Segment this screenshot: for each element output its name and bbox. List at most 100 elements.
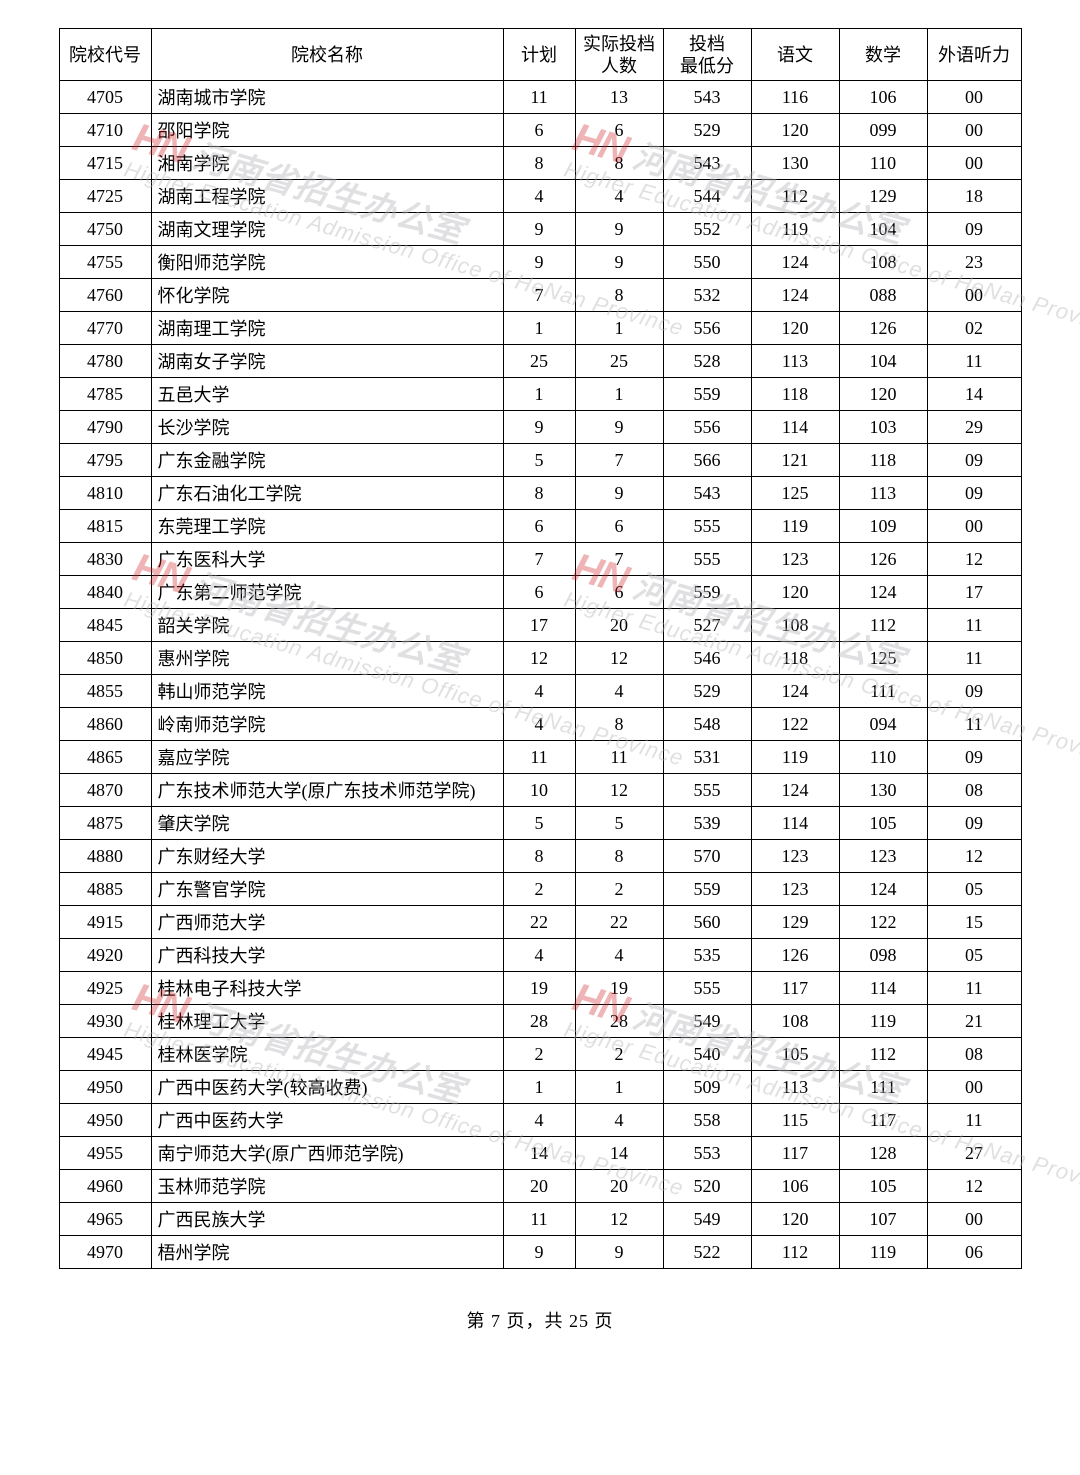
cell-name: 广西中医药大学(较高收费) (151, 1071, 503, 1104)
cell-name: 长沙学院 (151, 411, 503, 444)
table-body: 4705湖南城市学院1113543116106004710邵阳学院6652912… (59, 81, 1021, 1269)
cell-english: 11 (927, 1104, 1021, 1137)
cell-english: 00 (927, 114, 1021, 147)
cell-code: 4950 (59, 1071, 151, 1104)
cell-chinese: 120 (751, 1203, 839, 1236)
cell-minscore: 549 (663, 1005, 751, 1038)
cell-code: 4770 (59, 312, 151, 345)
cell-name: 广西民族大学 (151, 1203, 503, 1236)
cell-minscore: 555 (663, 543, 751, 576)
table-row: 4810广东石油化工学院8954312511309 (59, 477, 1021, 510)
cell-math: 112 (839, 1038, 927, 1071)
table-row: 4960玉林师范学院202052010610512 (59, 1170, 1021, 1203)
cell-minscore: 528 (663, 345, 751, 378)
cell-plan: 6 (503, 114, 575, 147)
cell-name: 五邑大学 (151, 378, 503, 411)
cell-code: 4970 (59, 1236, 151, 1269)
cell-math: 129 (839, 180, 927, 213)
cell-name: 肇庆学院 (151, 807, 503, 840)
cell-code: 4850 (59, 642, 151, 675)
cell-actual: 11 (575, 741, 663, 774)
cell-english: 23 (927, 246, 1021, 279)
cell-english: 00 (927, 1203, 1021, 1236)
cell-plan: 11 (503, 1203, 575, 1236)
cell-math: 123 (839, 840, 927, 873)
cell-name: 桂林理工大学 (151, 1005, 503, 1038)
cell-english: 00 (927, 510, 1021, 543)
cell-minscore: 555 (663, 510, 751, 543)
cell-math: 099 (839, 114, 927, 147)
cell-chinese: 129 (751, 906, 839, 939)
cell-name: 广东警官学院 (151, 873, 503, 906)
cell-name: 怀化学院 (151, 279, 503, 312)
cell-code: 4830 (59, 543, 151, 576)
cell-math: 125 (839, 642, 927, 675)
cell-minscore: 529 (663, 675, 751, 708)
cell-code: 4785 (59, 378, 151, 411)
cell-actual: 19 (575, 972, 663, 1005)
cell-actual: 9 (575, 1236, 663, 1269)
cell-plan: 28 (503, 1005, 575, 1038)
cell-chinese: 121 (751, 444, 839, 477)
table-row: 4830广东医科大学7755512312612 (59, 543, 1021, 576)
cell-math: 117 (839, 1104, 927, 1137)
cell-actual: 12 (575, 1203, 663, 1236)
cell-plan: 14 (503, 1137, 575, 1170)
cell-chinese: 119 (751, 213, 839, 246)
cell-chinese: 108 (751, 609, 839, 642)
cell-minscore: 570 (663, 840, 751, 873)
cell-chinese: 116 (751, 81, 839, 114)
cell-minscore: 543 (663, 147, 751, 180)
cell-actual: 4 (575, 675, 663, 708)
cell-minscore: 546 (663, 642, 751, 675)
cell-minscore: 543 (663, 81, 751, 114)
table-row: 4750湖南文理学院9955211910409 (59, 213, 1021, 246)
cell-code: 4860 (59, 708, 151, 741)
cell-minscore: 556 (663, 411, 751, 444)
cell-code: 4780 (59, 345, 151, 378)
cell-english: 09 (927, 675, 1021, 708)
cell-minscore: 509 (663, 1071, 751, 1104)
cell-chinese: 117 (751, 972, 839, 1005)
cell-chinese: 114 (751, 411, 839, 444)
cell-plan: 19 (503, 972, 575, 1005)
cell-english: 00 (927, 81, 1021, 114)
cell-code: 4710 (59, 114, 151, 147)
cell-english: 27 (927, 1137, 1021, 1170)
cell-code: 4875 (59, 807, 151, 840)
cell-plan: 4 (503, 180, 575, 213)
cell-actual: 1 (575, 378, 663, 411)
cell-chinese: 113 (751, 1071, 839, 1104)
cell-name: 梧州学院 (151, 1236, 503, 1269)
cell-math: 105 (839, 807, 927, 840)
cell-english: 05 (927, 939, 1021, 972)
cell-english: 14 (927, 378, 1021, 411)
cell-code: 4790 (59, 411, 151, 444)
cell-name: 广东技术师范大学(原广东技术师范学院) (151, 774, 503, 807)
cell-name: 桂林电子科技大学 (151, 972, 503, 1005)
cell-math: 107 (839, 1203, 927, 1236)
cell-english: 11 (927, 972, 1021, 1005)
cell-code: 4945 (59, 1038, 151, 1071)
cell-actual: 2 (575, 1038, 663, 1071)
cell-code: 4725 (59, 180, 151, 213)
cell-math: 108 (839, 246, 927, 279)
cell-math: 130 (839, 774, 927, 807)
cell-math: 094 (839, 708, 927, 741)
cell-chinese: 124 (751, 279, 839, 312)
cell-plan: 5 (503, 444, 575, 477)
cell-minscore: 552 (663, 213, 751, 246)
table-row: 4865嘉应学院111153111911009 (59, 741, 1021, 774)
cell-name: 惠州学院 (151, 642, 503, 675)
cell-english: 12 (927, 840, 1021, 873)
cell-chinese: 124 (751, 246, 839, 279)
cell-math: 110 (839, 147, 927, 180)
table-row: 4950广西中医药大学4455811511711 (59, 1104, 1021, 1137)
table-row: 4950广西中医药大学(较高收费)1150911311100 (59, 1071, 1021, 1104)
cell-name: 湖南城市学院 (151, 81, 503, 114)
cell-plan: 4 (503, 1104, 575, 1137)
cell-name: 广东石油化工学院 (151, 477, 503, 510)
cell-name: 湖南女子学院 (151, 345, 503, 378)
cell-math: 104 (839, 345, 927, 378)
cell-english: 12 (927, 1170, 1021, 1203)
